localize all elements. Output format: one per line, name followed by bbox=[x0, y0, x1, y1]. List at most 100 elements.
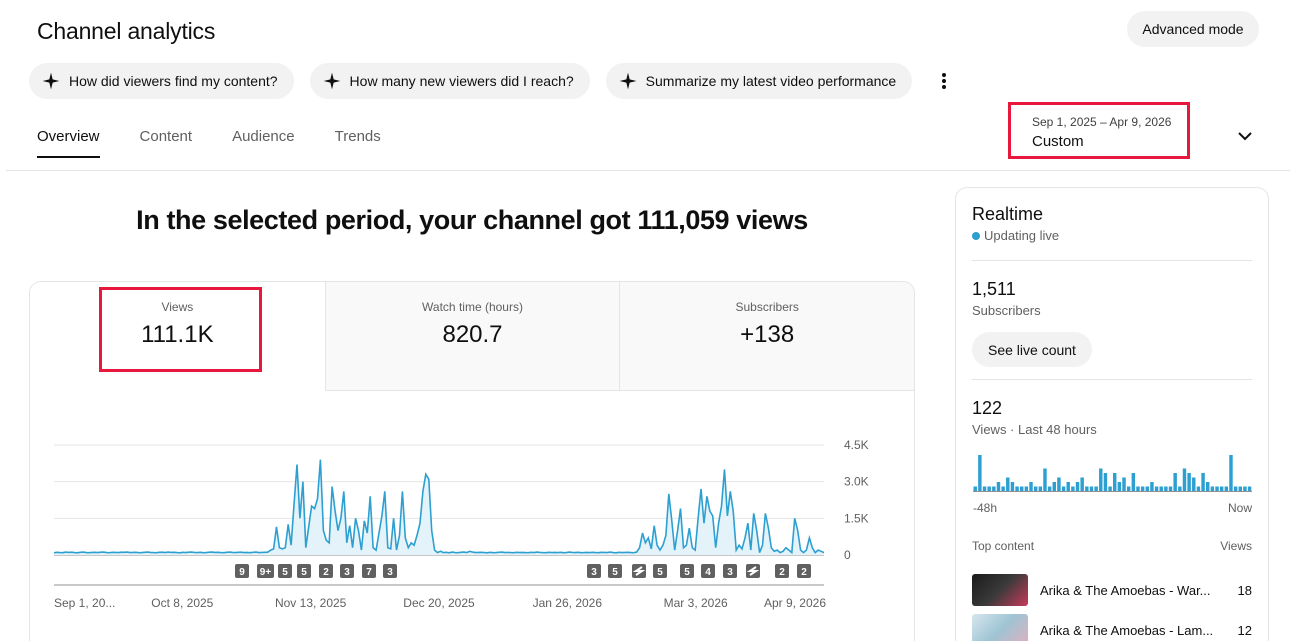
video-marker bbox=[383, 564, 397, 578]
realtime-bar bbox=[1033, 486, 1038, 491]
realtime-bar bbox=[1089, 486, 1094, 491]
x-tick-label: Apr 9, 2026 bbox=[764, 596, 826, 610]
realtime-subscribers-value: 1,511 bbox=[972, 279, 1016, 299]
divider bbox=[972, 260, 1252, 261]
sparkle-icon bbox=[323, 72, 340, 90]
realtime-bar bbox=[1150, 482, 1154, 491]
top-content-item[interactable]: Arika & The Amoebas - War... 18 bbox=[972, 573, 1252, 607]
date-preset-text: Custom bbox=[1032, 133, 1084, 150]
realtime-bar bbox=[1224, 486, 1229, 491]
realtime-bar bbox=[1219, 486, 1224, 491]
date-range-picker[interactable]: Sep 1, 2025 – Apr 9, 2026 Custom bbox=[1008, 102, 1190, 159]
top-content-header: Top content Views bbox=[972, 539, 1252, 553]
metric-value: 820.7 bbox=[442, 321, 503, 348]
realtime-views-label: Views · Last 48 hours bbox=[972, 422, 1097, 437]
video-thumbnail bbox=[972, 574, 1028, 606]
sparkle-icon bbox=[619, 72, 636, 90]
video-marker bbox=[701, 564, 715, 578]
video-marker-count: 5 bbox=[657, 567, 663, 578]
realtime-bar bbox=[1020, 486, 1024, 491]
x-tick-label: Jan 26, 2026 bbox=[533, 596, 603, 610]
views-chart: 4.5K 3.0K 1.5K 0 9 9+ 5 5 2 3 7 3 3 5 5 5 4 3 2 2 Sep 1, 20.… bbox=[53, 438, 869, 610]
realtime-bar bbox=[982, 486, 987, 491]
realtime-axis-end: Now bbox=[1228, 501, 1252, 515]
video-views: 12 bbox=[1237, 622, 1252, 638]
realtime-bar bbox=[1173, 473, 1177, 491]
realtime-bar bbox=[1164, 486, 1168, 491]
realtime-bar bbox=[1131, 473, 1136, 491]
metric-label: Subscribers bbox=[735, 300, 799, 314]
tabs-divider bbox=[6, 170, 1290, 171]
chevron-down-icon[interactable] bbox=[1235, 126, 1255, 146]
realtime-views-value: 122 bbox=[972, 398, 1003, 418]
video-marker-count: 3 bbox=[727, 567, 733, 578]
realtime-bar bbox=[1052, 482, 1056, 491]
realtime-bar bbox=[1113, 473, 1117, 491]
video-marker-count: 9+ bbox=[260, 567, 272, 578]
metric-label: Views bbox=[161, 300, 194, 314]
metric-value: +138 bbox=[740, 321, 795, 348]
video-marker bbox=[362, 564, 376, 578]
period-summary-headline: In the selected period, your channel got… bbox=[136, 205, 808, 235]
see-live-count-button[interactable]: See live count bbox=[972, 332, 1092, 367]
overview-card: Views 111.1K Watch time (hours) 820.7 Su… bbox=[29, 281, 915, 641]
shorts-icon bbox=[746, 566, 760, 576]
live-status: Updating live bbox=[972, 228, 1252, 243]
realtime-bar bbox=[1206, 482, 1210, 491]
realtime-bar bbox=[1024, 486, 1029, 491]
realtime-bar bbox=[1168, 486, 1173, 491]
metric-watch-time[interactable]: Watch time (hours) 820.7 bbox=[324, 282, 620, 391]
realtime-bar bbox=[978, 455, 982, 491]
x-tick-label: Oct 8, 2025 bbox=[151, 596, 213, 610]
suggestion-chip-new-viewers[interactable]: How many new viewers did I reach? bbox=[309, 63, 590, 99]
tab-audience[interactable]: Audience bbox=[232, 128, 295, 145]
video-marker bbox=[297, 564, 311, 578]
realtime-bar bbox=[1196, 486, 1201, 491]
video-marker-count: 2 bbox=[779, 567, 785, 578]
video-marker bbox=[775, 564, 789, 578]
suggestion-chip-traffic[interactable]: How did viewers find my content? bbox=[29, 63, 294, 99]
suggestion-chips: How did viewers find my content? How man… bbox=[29, 63, 956, 99]
metric-views[interactable]: Views 111.1K bbox=[30, 282, 325, 391]
video-marker-count: 2 bbox=[323, 567, 329, 578]
video-marker-count: 4 bbox=[705, 567, 711, 578]
suggestion-chip-summary[interactable]: Summarize my latest video performance bbox=[605, 63, 913, 99]
video-views: 18 bbox=[1237, 582, 1252, 598]
realtime-bar bbox=[996, 482, 1001, 491]
tab-trends[interactable]: Trends bbox=[334, 128, 381, 145]
suggestion-chip-label: Summarize my latest video performance bbox=[645, 73, 897, 89]
tab-overview[interactable]: Overview bbox=[37, 128, 100, 158]
realtime-bar bbox=[1233, 486, 1238, 491]
video-marker bbox=[587, 564, 601, 578]
video-marker bbox=[608, 564, 622, 578]
video-title: Arika & The Amoebas - Lam... bbox=[1040, 622, 1214, 638]
realtime-bar bbox=[1080, 477, 1084, 491]
realtime-bar bbox=[1229, 455, 1233, 491]
realtime-bar bbox=[1006, 477, 1010, 491]
metric-subscribers[interactable]: Subscribers +138 bbox=[619, 282, 914, 391]
realtime-bar bbox=[1038, 486, 1043, 491]
realtime-bar bbox=[1159, 486, 1163, 491]
suggestion-chip-label: How did viewers find my content? bbox=[69, 73, 278, 89]
realtime-bar bbox=[1043, 468, 1047, 491]
video-marker-count: 2 bbox=[801, 567, 807, 578]
realtime-bar bbox=[1140, 486, 1145, 491]
realtime-title: Realtime bbox=[972, 204, 1044, 224]
x-tick-label: Mar 3, 2026 bbox=[664, 596, 728, 610]
video-marker bbox=[680, 564, 694, 578]
realtime-subscribers-label: Subscribers bbox=[972, 303, 1041, 318]
video-marker bbox=[257, 564, 274, 578]
realtime-bar bbox=[987, 486, 991, 491]
tab-content[interactable]: Content bbox=[139, 128, 193, 145]
y-tick-label: 1.5K bbox=[844, 511, 869, 525]
top-content-item[interactable]: Arika & The Amoebas - Lam... 12 bbox=[972, 613, 1252, 641]
realtime-bar bbox=[1001, 486, 1005, 491]
top-content-views-label: Views bbox=[1220, 539, 1252, 553]
realtime-bar bbox=[1057, 477, 1061, 491]
y-tick-label: 0 bbox=[844, 548, 851, 562]
realtime-bar bbox=[1085, 486, 1089, 491]
more-options-icon[interactable] bbox=[932, 63, 956, 99]
advanced-mode-button[interactable]: Advanced mode bbox=[1127, 11, 1259, 47]
realtime-bar bbox=[1071, 486, 1075, 491]
realtime-views-chart: -48h Now bbox=[973, 455, 1252, 515]
